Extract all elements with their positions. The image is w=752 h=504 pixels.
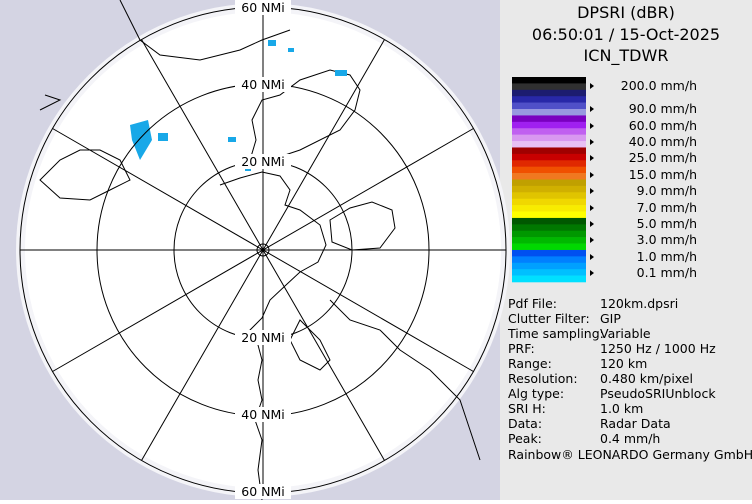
legend-arrow: [590, 221, 594, 227]
label-bg: [235, 330, 291, 345]
color-stripe: [512, 262, 586, 270]
legend-label: 7.0 mm/h: [637, 200, 697, 215]
color-stripe: [512, 109, 586, 116]
legend: 200.0 mm/h 90.0 mm/h 60.0 mm/h40.0 mm/h25.…: [590, 78, 697, 280]
legend-arrow: [590, 205, 594, 211]
label-bg: [235, 484, 291, 499]
color-stripe: [512, 185, 586, 193]
legend-label: 3.0 mm/h: [637, 232, 697, 247]
legend-arrow: [590, 270, 594, 276]
info-key: SRI H:: [508, 401, 546, 416]
label-bg: [235, 407, 291, 422]
site: ICN_TDWR: [584, 46, 669, 66]
info-value: Variable: [600, 326, 651, 341]
legend-label: 1.0 mm/h: [637, 249, 697, 264]
info-key: Range:: [508, 356, 552, 371]
color-scale: [512, 77, 586, 283]
legend-label: 15.0 mm/h: [629, 167, 697, 182]
ring-label: 40 NMi: [241, 77, 285, 92]
info-key: Alg type:: [508, 386, 564, 401]
legend-arrow: [590, 188, 594, 194]
color-stripe: [512, 147, 586, 155]
info-value: 0.4 mm/h: [600, 431, 660, 446]
legend-label: 90.0 mm/h: [629, 101, 697, 116]
color-stripe: [512, 141, 586, 148]
info-value: PseudoSRIUnblock: [600, 386, 716, 401]
ring-label: 20 NMi: [241, 154, 285, 169]
legend-arrow: [590, 155, 594, 161]
ring-label: 60 NMi: [241, 0, 285, 15]
footer: Rainbow® LEONARDO Germany GmbH: [508, 447, 752, 462]
color-stripe: [512, 198, 586, 206]
color-stripe: [512, 128, 586, 135]
info-value: GIP: [600, 311, 621, 326]
info-value: 0.480 km/pixel: [600, 371, 693, 386]
legend-label: 40.0 mm/h: [629, 134, 697, 149]
info-key: Resolution:: [508, 371, 578, 386]
color-stripe: [512, 224, 586, 232]
color-stripe: [512, 83, 586, 91]
legend-label: 200.0 mm/h: [621, 78, 697, 93]
label-bg: [235, 154, 291, 169]
color-stripe: [512, 102, 586, 110]
color-stripe: [512, 269, 586, 276]
legend-label: 5.0 mm/h: [637, 216, 697, 231]
info-key: PRF:: [508, 341, 535, 356]
label-bg: [235, 0, 291, 15]
color-stripe: [512, 256, 586, 264]
info-table: Pdf File: 120km.dpsri Clutter Filter: GIPTi…: [507, 296, 716, 446]
legend-arrow: [590, 106, 594, 112]
info-value: 120km.dpsri: [600, 296, 678, 311]
color-stripe: [512, 121, 586, 129]
legend-arrow: [590, 123, 594, 129]
ring-label: 40 NMi: [241, 407, 285, 422]
legend-label: 60.0 mm/h: [629, 118, 697, 133]
color-stripe: [512, 205, 586, 212]
legend-label: 9.0 mm/h: [637, 183, 697, 198]
ring-label: 20 NMi: [241, 330, 285, 345]
color-stripe: [512, 217, 586, 225]
legend-arrow: [590, 172, 594, 178]
info-value: Radar Data: [600, 416, 671, 431]
ring-label: 60 NMi: [241, 484, 285, 499]
legend-arrow: [590, 139, 594, 145]
legend-label: 25.0 mm/h: [629, 150, 697, 165]
color-stripe: [512, 89, 586, 97]
info-key: Clutter Filter:: [508, 311, 590, 326]
color-stripe: [512, 230, 586, 238]
color-stripe: [512, 134, 586, 142]
color-stripe: [512, 192, 586, 200]
color-stripe: [512, 275, 586, 283]
timestamp: 06:50:01 / 15-Oct-2025: [532, 25, 720, 44]
legend-arrow: [590, 237, 594, 243]
color-stripe: [512, 237, 586, 244]
color-stripe: [512, 243, 586, 251]
color-stripe: [512, 160, 586, 167]
legend-arrow: [590, 254, 594, 260]
legend-label: 0.1 mm/h: [637, 265, 697, 280]
info-key: Pdf File:: [508, 296, 557, 311]
info-key: Time sampling:: [507, 326, 604, 341]
ring-labels: 60 NMi 40 NMi 20 NMi 20 NMi 40 NMi 60 NMi: [235, 0, 291, 499]
color-stripe: [512, 179, 586, 187]
color-stripe: [512, 173, 586, 180]
info-value: 120 km: [600, 356, 647, 371]
color-stripe: [512, 96, 586, 103]
color-stripe: [512, 115, 586, 123]
info-value: 1250 Hz / 1000 Hz: [600, 341, 716, 356]
legend-arrow: [590, 83, 594, 89]
title: DPSRI (dBR): [577, 3, 675, 22]
color-stripe: [512, 166, 586, 174]
color-stripe: [512, 77, 586, 84]
color-stripe: [512, 211, 586, 219]
info-key: Data:: [508, 416, 542, 431]
color-stripe: [512, 153, 586, 161]
color-stripe: [512, 249, 586, 257]
label-bg: [235, 77, 291, 92]
info-key: Peak:: [508, 431, 542, 446]
info-value: 1.0 km: [600, 401, 643, 416]
